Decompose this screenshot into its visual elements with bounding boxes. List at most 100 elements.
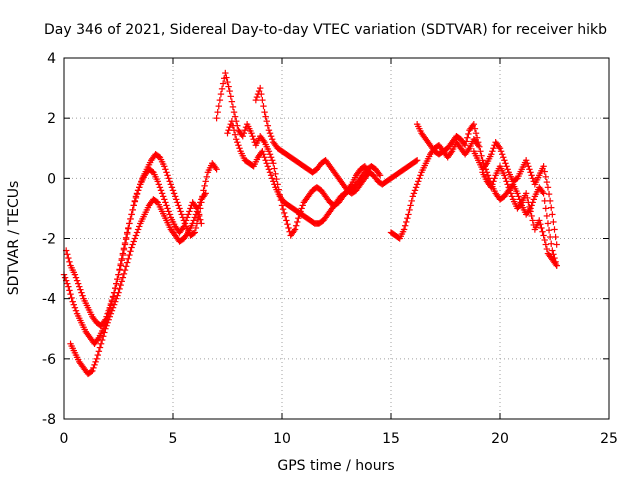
plus-marker bbox=[249, 133, 256, 140]
plus-marker bbox=[282, 213, 289, 220]
plus-marker bbox=[505, 184, 512, 191]
plus-marker bbox=[114, 275, 121, 283]
plus-marker bbox=[503, 163, 510, 170]
plus-marker bbox=[89, 367, 96, 375]
plus-marker bbox=[113, 280, 120, 287]
plus-marker bbox=[528, 212, 535, 220]
plus-marker bbox=[539, 228, 546, 235]
plus-marker bbox=[217, 90, 225, 98]
plus-marker bbox=[175, 202, 182, 209]
plus-marker bbox=[506, 187, 514, 194]
plus-marker bbox=[183, 214, 191, 221]
plus-marker bbox=[502, 160, 509, 167]
plus-marker bbox=[154, 178, 161, 185]
plus-marker bbox=[549, 247, 556, 254]
plus-marker bbox=[115, 271, 122, 278]
plus-marker bbox=[228, 117, 236, 125]
plus-marker bbox=[224, 130, 231, 137]
plus-marker bbox=[116, 285, 123, 293]
plus-marker bbox=[180, 223, 188, 230]
plus-marker bbox=[176, 205, 183, 212]
plus-marker bbox=[121, 239, 129, 247]
plus-marker bbox=[405, 211, 412, 218]
plus-marker bbox=[64, 280, 71, 287]
plus-marker bbox=[285, 224, 292, 232]
plus-marker bbox=[231, 131, 239, 138]
plus-marker bbox=[401, 222, 409, 229]
plus-marker bbox=[230, 127, 238, 134]
x-tick-label: 20 bbox=[491, 431, 509, 447]
plus-marker bbox=[185, 211, 192, 218]
plus-marker bbox=[181, 220, 189, 227]
plus-marker bbox=[163, 202, 170, 209]
plus-marker bbox=[70, 301, 78, 308]
plus-marker bbox=[182, 217, 190, 224]
plus-marker bbox=[202, 190, 209, 197]
plus-marker bbox=[407, 202, 414, 209]
plus-marker bbox=[265, 148, 273, 155]
plus-marker bbox=[122, 234, 130, 241]
plus-marker bbox=[195, 202, 203, 209]
plus-marker bbox=[169, 187, 177, 194]
plus-marker bbox=[79, 292, 86, 299]
plus-marker bbox=[552, 233, 559, 241]
plus-marker bbox=[158, 190, 166, 197]
plus-marker bbox=[482, 161, 490, 168]
plus-marker bbox=[549, 211, 556, 218]
plus-marker bbox=[290, 227, 298, 235]
plus-marker bbox=[72, 307, 80, 314]
plus-marker bbox=[230, 108, 238, 116]
plus-marker bbox=[270, 160, 277, 167]
plus-marker bbox=[263, 117, 270, 125]
plus-marker bbox=[447, 149, 455, 156]
plus-marker bbox=[127, 215, 134, 223]
plus-marker bbox=[291, 226, 299, 233]
plus-marker bbox=[261, 108, 268, 116]
plus-marker bbox=[413, 157, 421, 164]
plus-marker bbox=[78, 289, 85, 296]
plus-marker bbox=[550, 251, 557, 258]
plus-marker bbox=[183, 230, 191, 238]
plus-marker bbox=[197, 199, 204, 206]
plus-marker bbox=[502, 175, 509, 182]
plus-marker bbox=[503, 178, 510, 185]
plus-marker bbox=[96, 344, 104, 351]
plus-marker bbox=[215, 102, 222, 110]
plus-marker bbox=[266, 169, 274, 176]
plus-marker bbox=[524, 160, 531, 167]
plus-marker bbox=[114, 292, 121, 299]
plus-marker bbox=[229, 103, 237, 111]
y-tick-label: -4 bbox=[42, 292, 56, 308]
plus-marker bbox=[155, 181, 163, 188]
plus-marker bbox=[515, 193, 522, 200]
plus-marker bbox=[253, 93, 261, 101]
plus-marker bbox=[526, 166, 533, 173]
plus-marker bbox=[128, 244, 135, 251]
plus-marker bbox=[108, 296, 116, 304]
plus-marker bbox=[541, 197, 548, 205]
plus-marker bbox=[103, 322, 110, 329]
plus-marker bbox=[472, 130, 480, 137]
plus-marker bbox=[461, 142, 469, 149]
plus-marker bbox=[537, 221, 544, 228]
plus-marker bbox=[112, 298, 119, 305]
plus-marker bbox=[227, 93, 234, 100]
plus-marker bbox=[120, 245, 128, 252]
plus-marker bbox=[106, 313, 113, 320]
plus-marker bbox=[500, 154, 507, 161]
plus-marker bbox=[129, 206, 136, 214]
plus-marker bbox=[415, 178, 422, 185]
plus-marker bbox=[109, 293, 117, 300]
plus-marker bbox=[496, 145, 504, 152]
plus-marker bbox=[132, 232, 140, 239]
plus-marker bbox=[219, 80, 227, 87]
plus-marker bbox=[501, 172, 508, 179]
plus-marker bbox=[90, 364, 97, 372]
x-tick-label: 25 bbox=[600, 431, 618, 447]
plus-marker bbox=[497, 148, 505, 155]
plus-marker bbox=[77, 286, 84, 293]
plus-marker bbox=[413, 181, 421, 188]
plus-marker bbox=[126, 220, 133, 227]
plus-marker bbox=[294, 218, 301, 226]
plus-marker bbox=[112, 284, 119, 292]
